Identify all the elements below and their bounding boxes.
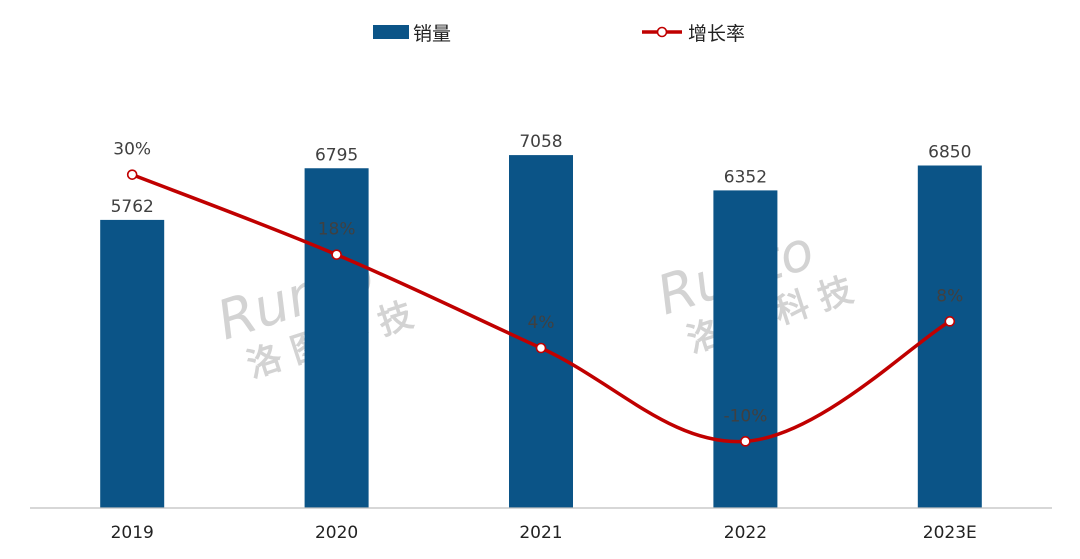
- growth-label: 30%: [113, 140, 151, 160]
- x-tick-label: 2020: [315, 523, 358, 543]
- bar-value-label: 6850: [928, 143, 971, 163]
- x-tick-label: 2021: [519, 523, 562, 543]
- legend-line-swatch: [642, 26, 682, 38]
- bar-2020: [304, 168, 369, 508]
- legend-label-growth: 增长率: [688, 22, 746, 45]
- growth-label: 18%: [318, 220, 356, 240]
- growth-label: 8%: [936, 286, 963, 306]
- growth-line-layer: 30% 18% 4% -10% 8%: [113, 140, 963, 447]
- growth-point-2023E: [944, 316, 956, 327]
- bar-value-label: 7058: [519, 132, 562, 152]
- x-tick-label: 2023E: [923, 523, 977, 543]
- bar-2022: [713, 190, 778, 508]
- legend-bar-swatch: [373, 25, 409, 39]
- growth-label: 4%: [528, 313, 555, 333]
- bar-2021: [509, 155, 573, 508]
- bar-2019: [100, 219, 165, 508]
- growth-point-2022: [740, 436, 751, 447]
- bar-value-label: 6795: [315, 145, 358, 165]
- growth-point-2021: [535, 342, 547, 354]
- x-tick-labels: 2019 2020 2021 2022 2023E: [111, 523, 977, 543]
- growth-point-2019: [126, 169, 138, 180]
- bar-value-label: 6352: [724, 167, 767, 187]
- growth-point-2020: [331, 249, 342, 260]
- legend-label-sales: 销量: [413, 22, 452, 45]
- bar-value-label: 5762: [111, 197, 154, 217]
- legend-item-sales: 销量: [373, 18, 451, 46]
- legend-item-growth: 增长率: [640, 18, 745, 46]
- x-tick-label: 2019: [111, 523, 154, 543]
- legend: 销量 增长率: [0, 18, 1080, 46]
- bar-value-labels: 5762 6795 7058 6352 6850: [111, 132, 972, 217]
- growth-label: -10%: [723, 406, 767, 426]
- x-tick-label: 2022: [724, 523, 767, 543]
